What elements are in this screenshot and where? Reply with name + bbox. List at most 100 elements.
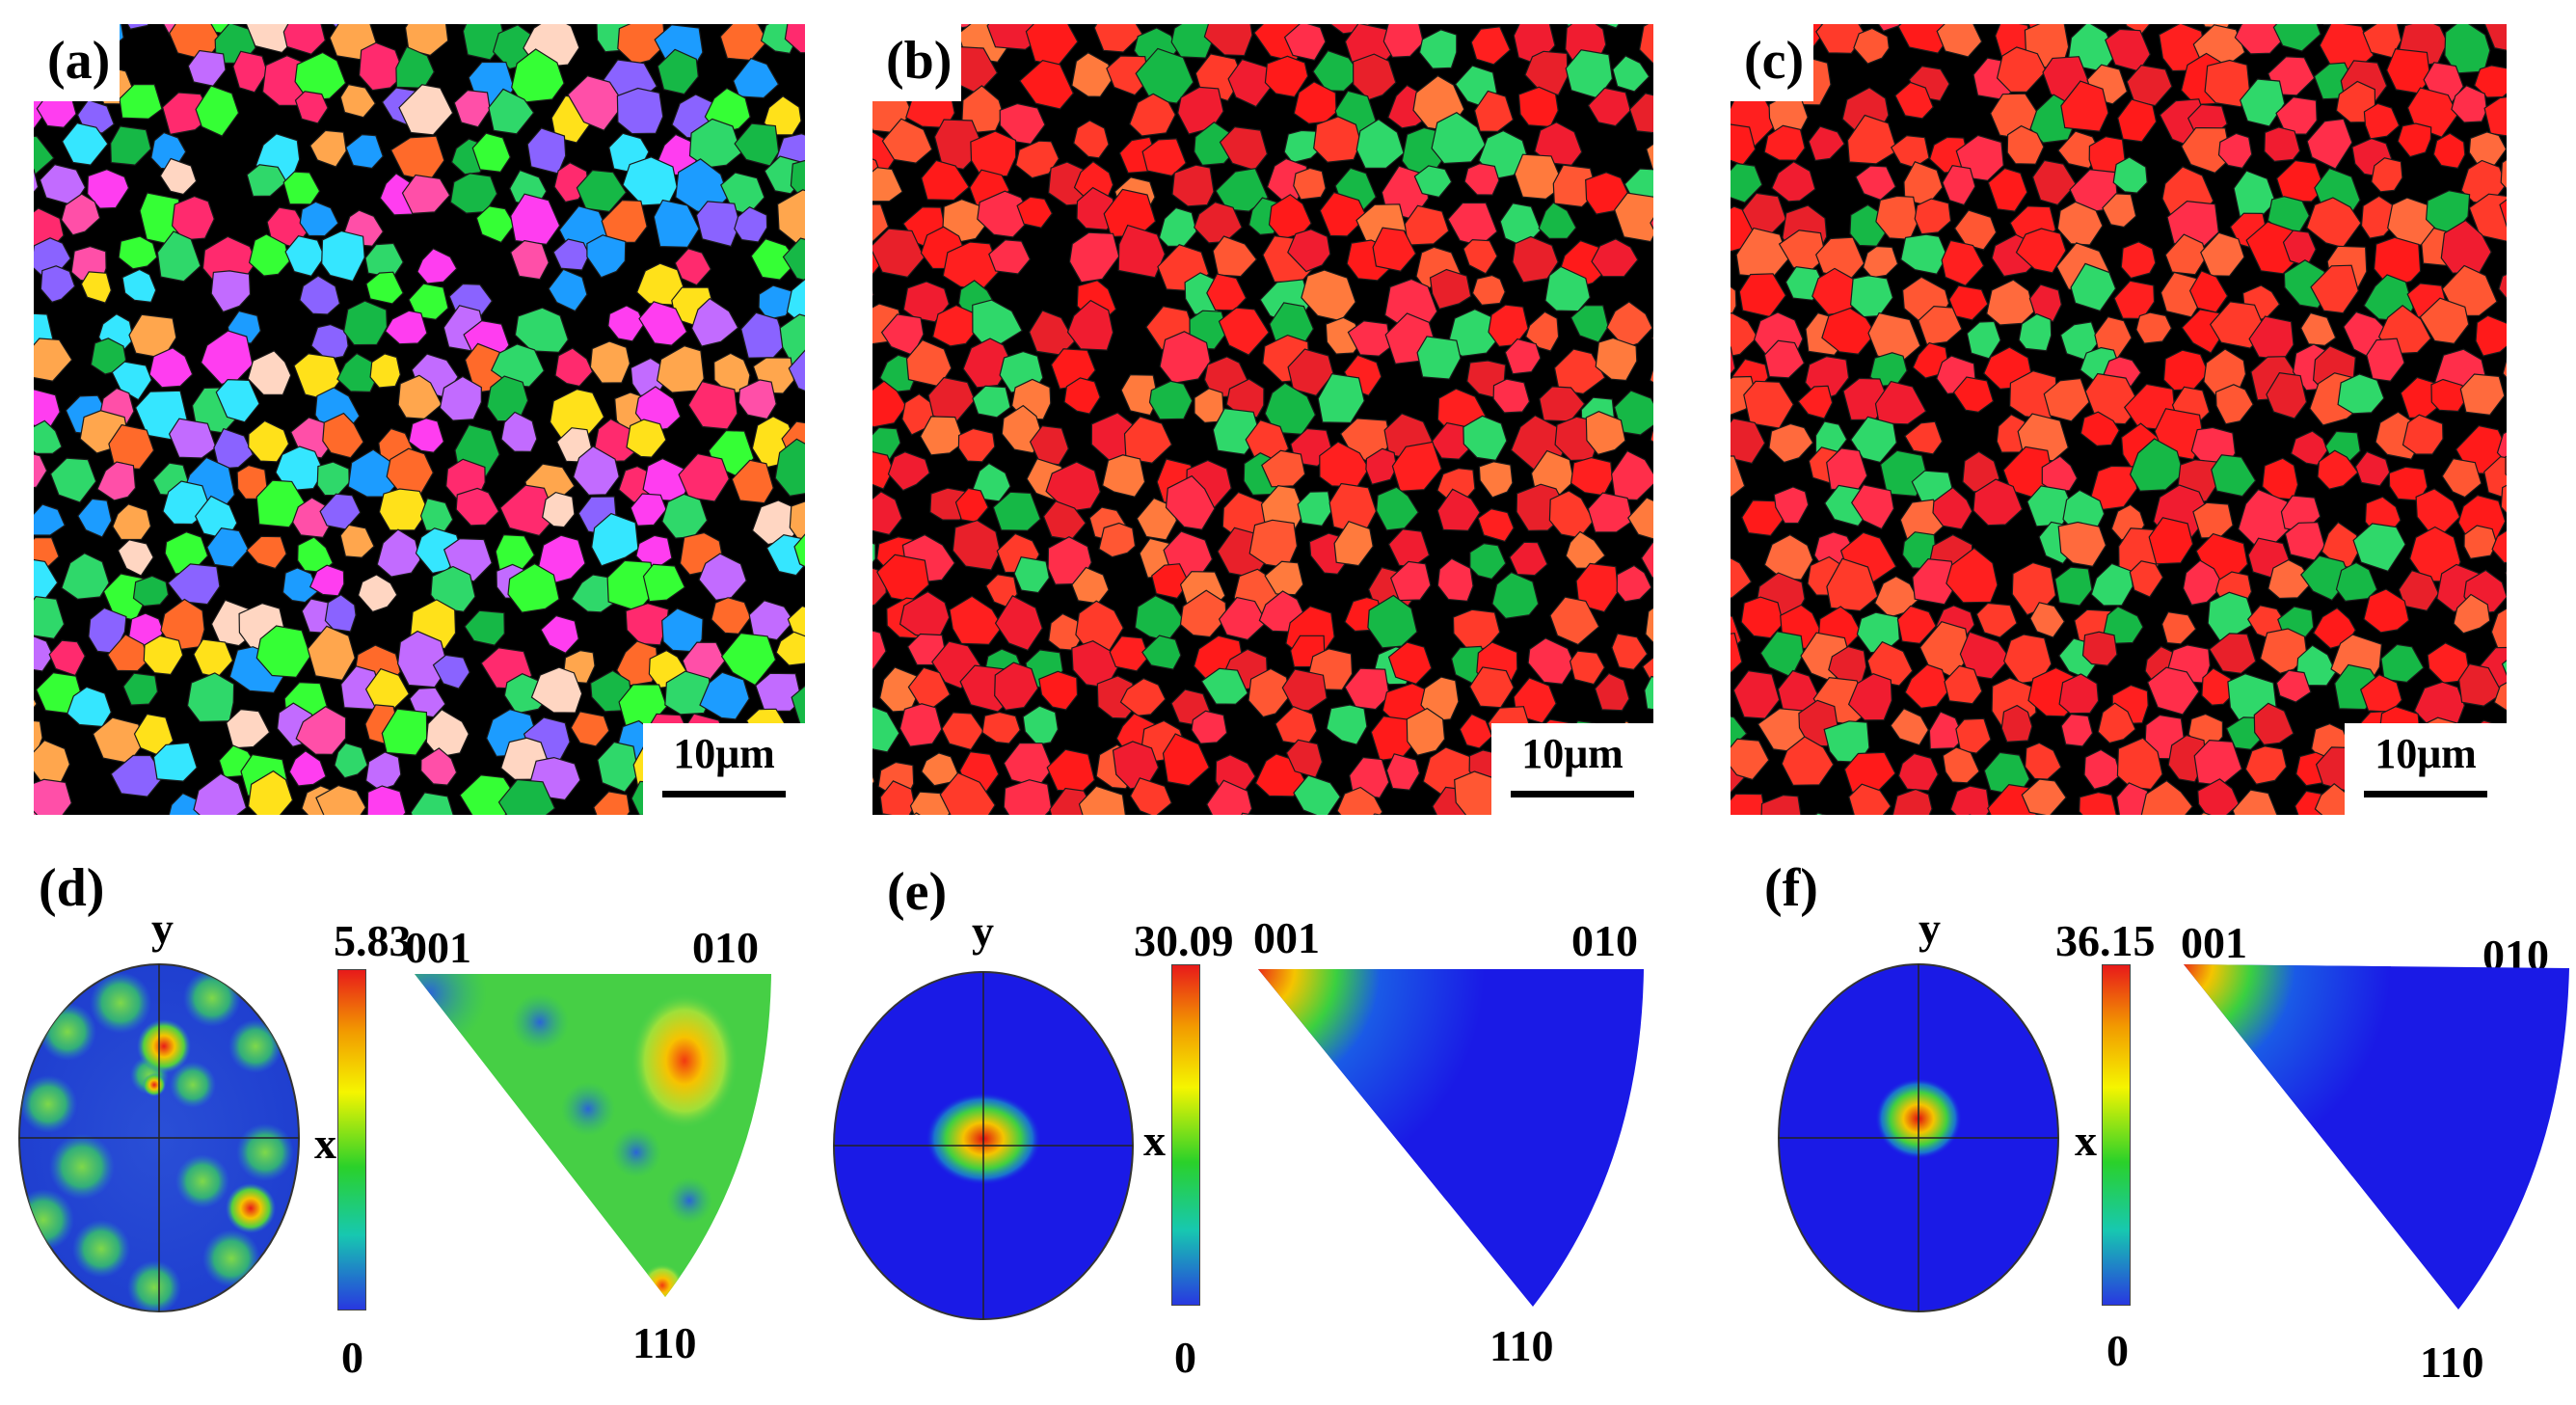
grain: [1763, 533, 1814, 581]
grain: [1731, 455, 1746, 499]
grain: [2337, 373, 2385, 415]
pole-010-d: 010: [692, 923, 759, 972]
grain: [1117, 224, 1166, 279]
grain: [378, 488, 429, 531]
grain: [1200, 667, 1248, 705]
grain: [2103, 606, 2144, 644]
grain: [1644, 675, 1653, 711]
grain: [1317, 372, 1365, 424]
grain: [1949, 785, 1991, 815]
grain: [952, 519, 1002, 571]
grain: [2402, 414, 2444, 455]
grain: [193, 772, 248, 815]
grain: [616, 640, 659, 687]
grain: [2335, 561, 2378, 603]
grain: [1162, 733, 1210, 787]
pole-001-f: 001: [2181, 918, 2247, 967]
colorbar-max-e: 30.09: [1134, 916, 1234, 965]
grain: [2475, 314, 2507, 357]
grain: [657, 48, 699, 95]
grain: [949, 595, 1004, 645]
grain: [1120, 373, 1159, 417]
grain: [497, 778, 556, 815]
grain: [1808, 125, 1845, 162]
grain: [1319, 191, 1368, 237]
grain: [540, 614, 579, 655]
grain: [288, 750, 327, 787]
grain: [509, 239, 550, 281]
grain: [1326, 704, 1368, 745]
grain: [731, 459, 774, 504]
grain: [711, 597, 752, 635]
grain: [1850, 416, 1897, 464]
grain: [2483, 96, 2507, 137]
grain: [2083, 748, 2122, 790]
grain: [1413, 165, 1453, 199]
grain: [1022, 705, 1060, 746]
grain: [1627, 497, 1653, 540]
grain: [34, 338, 73, 382]
grain: [872, 630, 887, 671]
grain: [365, 271, 404, 305]
grain: [1936, 24, 1983, 58]
grain: [548, 268, 588, 312]
grain: [1847, 673, 1892, 721]
grain: [2084, 372, 2141, 425]
grain: [255, 479, 307, 528]
grain: [1846, 114, 1898, 165]
grain: [2090, 465, 2138, 511]
colorbar-f: [2102, 964, 2131, 1306]
grain: [2239, 78, 2286, 127]
grain: [1018, 60, 1075, 110]
grain: [1066, 299, 1114, 351]
grain: [1900, 233, 1948, 275]
grain: [1416, 336, 1462, 380]
grain: [1848, 783, 1892, 815]
grain: [118, 235, 158, 270]
grain: [1504, 338, 1542, 375]
grain: [322, 412, 364, 459]
grain: [734, 205, 768, 243]
grain: [1469, 542, 1507, 581]
grain: [2217, 132, 2253, 169]
grain: [1212, 235, 1258, 278]
grain: [2060, 80, 2109, 132]
grain: [571, 574, 619, 613]
grain: [2272, 24, 2321, 52]
grain: [488, 88, 535, 135]
grain: [1912, 557, 1957, 606]
grain: [291, 497, 331, 538]
grain: [1942, 165, 1976, 206]
grain: [2135, 311, 2173, 344]
grain: [2500, 158, 2507, 190]
grain: [112, 503, 152, 541]
grain: [1826, 557, 1879, 612]
grain: [1649, 365, 1653, 384]
grain: [1159, 331, 1211, 385]
grain: [1063, 377, 1101, 415]
grain: [1491, 571, 1540, 620]
grain: [2363, 102, 2401, 140]
grain: [1071, 51, 1114, 97]
grain: [1996, 46, 2048, 94]
grain: [1569, 650, 1606, 686]
grain: [275, 446, 325, 492]
grain: [1473, 90, 1515, 133]
grain: [2457, 662, 2504, 707]
grain: [1109, 635, 1150, 672]
grain: [1283, 129, 1322, 164]
grain: [617, 24, 666, 66]
grain: [2021, 778, 2067, 815]
grain: [1512, 235, 1559, 284]
grain: [334, 742, 368, 779]
grain: [2398, 569, 2440, 611]
grain: [2366, 338, 2405, 382]
grain: [733, 57, 780, 99]
colorbar-min-d: 0: [341, 1333, 363, 1382]
grain: [939, 771, 996, 815]
grain: [1098, 522, 1137, 558]
grain: [396, 630, 449, 689]
grain: [247, 770, 294, 815]
ipf-triangle-d: [410, 969, 776, 1302]
grain: [1731, 633, 1743, 674]
